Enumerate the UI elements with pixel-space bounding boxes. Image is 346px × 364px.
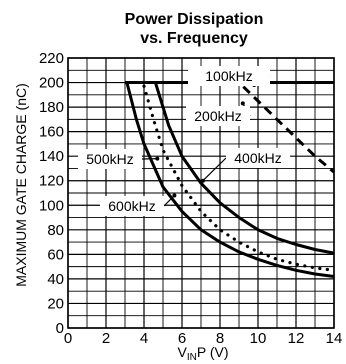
- x-axis-label-rest: P (V): [197, 344, 229, 360]
- annotation-arrow: [155, 156, 160, 161]
- y-tick-label: 160: [39, 124, 64, 141]
- annotation-background: [186, 106, 250, 126]
- y-tick-label: 220: [39, 50, 64, 67]
- chart-title-line-1: Power Dissipation: [125, 11, 264, 28]
- x-tick-label: 0: [64, 330, 72, 347]
- annotation-200khz: 200kHz: [194, 108, 241, 124]
- annotation-leader: [202, 157, 227, 182]
- x-tick-label: 2: [102, 330, 110, 347]
- annotation-background: [100, 196, 164, 216]
- series-line-600khz: [125, 82, 335, 278]
- annotation-600khz: 600kHz: [108, 198, 155, 214]
- annotation-arrow: [200, 178, 205, 183]
- y-tick-label: 60: [47, 246, 64, 263]
- annotation-background: [226, 148, 290, 168]
- y-tick-label: 120: [39, 173, 64, 190]
- y-tick-label: 100: [39, 197, 64, 214]
- chart-title-line-2: vs. Frequency: [140, 30, 248, 47]
- x-tick-label: 10: [250, 330, 267, 347]
- y-tick-label: 40: [47, 271, 64, 288]
- y-tick-label: 20: [47, 295, 64, 312]
- x-tick-label: 6: [178, 330, 186, 347]
- x-tick-label: 12: [288, 330, 305, 347]
- tick-labels: 0 2 4 6 8 10 12 1402040608010012014016018020022…: [39, 50, 342, 347]
- y-tick-label: 0: [56, 320, 64, 337]
- annotation-arrow: [240, 101, 245, 106]
- series-line-500khz: [142, 84, 336, 272]
- y-tick-label: 200: [39, 75, 64, 92]
- y-tick-label: 80: [47, 222, 64, 239]
- y-tick-label: 180: [39, 99, 64, 116]
- annotation-background: [78, 149, 142, 169]
- x-tick-label: 14: [326, 330, 343, 347]
- annotation-500khz: 500kHz: [86, 151, 133, 167]
- grid: [67, 57, 335, 329]
- annotation-arrow: [172, 193, 177, 198]
- x-tick-label: 4: [140, 330, 148, 347]
- x-tick-label: 8: [216, 330, 224, 347]
- x-axis-label: VINP (V): [178, 344, 229, 363]
- annotation-400khz: 400kHz: [234, 150, 281, 166]
- annotation-100khz: 100kHz: [205, 68, 252, 84]
- annotation-background: [188, 66, 270, 86]
- x-axis-label-main: V: [178, 344, 188, 360]
- series-line-400khz: [153, 82, 335, 255]
- y-tick-label: 140: [39, 148, 64, 165]
- y-axis-label: MAXIMUM GATE CHARGE (nC): [13, 83, 29, 287]
- series-labels: 100kHz 200kHz 400kHz 500kHz 600kHz: [78, 66, 290, 216]
- plot-frame: [67, 57, 335, 329]
- annotation-leader: [163, 195, 175, 207]
- x-axis-label-subscript: IN: [187, 352, 197, 363]
